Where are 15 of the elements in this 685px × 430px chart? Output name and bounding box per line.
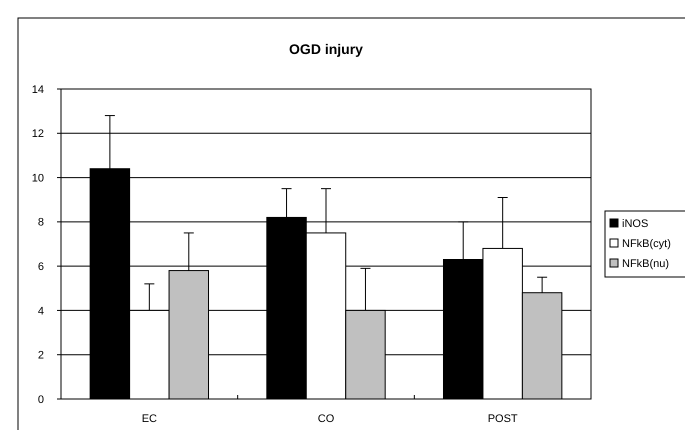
x-tick-label: POST (488, 413, 518, 425)
chart-title: OGD injury (289, 41, 364, 57)
y-tick-label: 4 (38, 305, 44, 318)
y-tick-label: 12 (32, 128, 44, 140)
y-tick-label: 0 (38, 394, 44, 406)
y-tick-label: 6 (38, 260, 44, 273)
x-tick-label: EC (142, 413, 158, 425)
legend-label: NFkB(cyt) (622, 238, 671, 250)
y-tick-label: 10 (32, 172, 44, 184)
y-tick-label: 8 (38, 216, 44, 229)
y-tick-label: 14 (32, 84, 44, 96)
legend-label: NFkB(nu) (622, 258, 670, 270)
legend-label: iNOS (622, 218, 648, 230)
y-tick-label: 2 (38, 350, 44, 362)
x-tick-label: CO (318, 413, 335, 425)
